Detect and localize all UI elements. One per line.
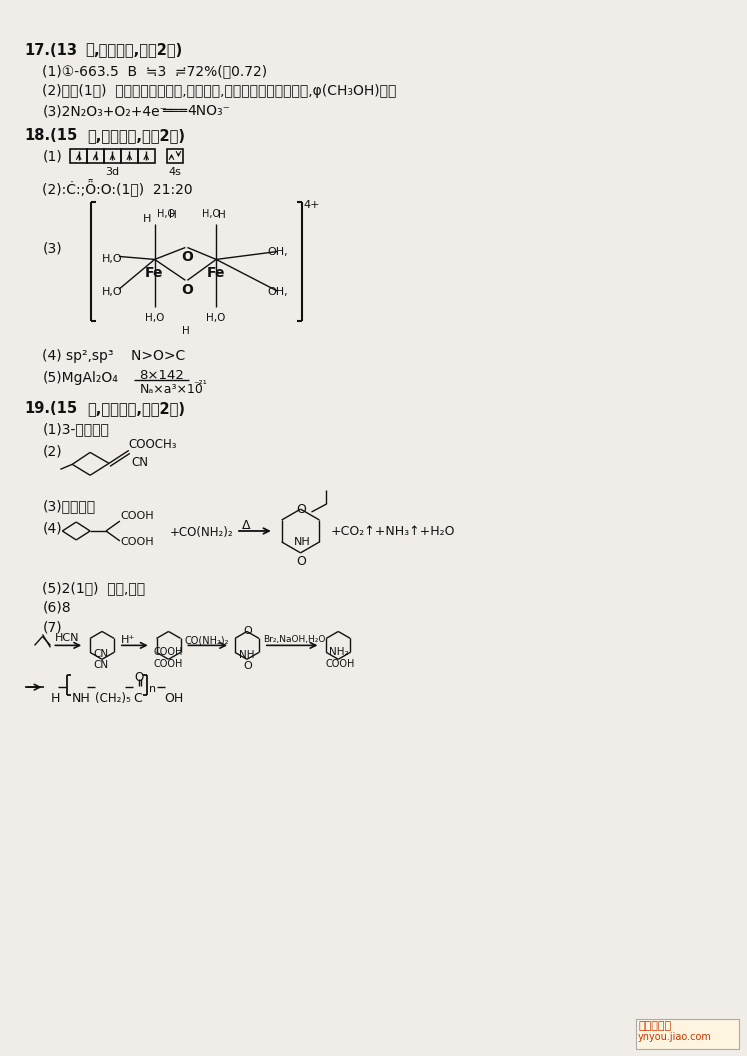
Text: 8×142: 8×142 bbox=[139, 369, 184, 382]
Text: (7): (7) bbox=[43, 621, 62, 635]
Text: Br₂,NaOH,H₂O: Br₂,NaOH,H₂O bbox=[263, 636, 325, 644]
Text: NH: NH bbox=[71, 692, 90, 705]
Text: (2): (2) bbox=[43, 445, 62, 458]
Text: (2)温度(1分)  该反应为放热反应,降低温度,平衡向正反应方向移动,φ(CH₃OH)增大: (2)温度(1分) 该反应为放热反应,降低温度,平衡向正反应方向移动,φ(CH₃… bbox=[43, 84, 397, 98]
Text: ,除注明外,每穲2分): ,除注明外,每穲2分) bbox=[93, 42, 182, 58]
Text: NH: NH bbox=[239, 650, 255, 660]
Text: O: O bbox=[134, 672, 144, 684]
Text: ═══: ═══ bbox=[163, 105, 187, 118]
Text: HCN: HCN bbox=[55, 634, 79, 643]
Text: COOH: COOH bbox=[326, 659, 355, 670]
Text: H⁺: H⁺ bbox=[121, 636, 135, 645]
Bar bbox=[121, 149, 137, 163]
Text: 亲子育儿网: 亲子育儿网 bbox=[638, 1021, 671, 1032]
Bar bbox=[87, 149, 104, 163]
Text: COOH: COOH bbox=[154, 647, 183, 658]
Text: 分: 分 bbox=[85, 42, 94, 58]
Text: CN: CN bbox=[131, 456, 149, 469]
Text: (3): (3) bbox=[43, 242, 62, 256]
Bar bbox=[167, 149, 184, 163]
Text: H,O: H,O bbox=[102, 287, 123, 298]
Text: H,O: H,O bbox=[102, 254, 123, 264]
Bar bbox=[104, 149, 121, 163]
Text: n: n bbox=[149, 684, 156, 694]
Text: OH,: OH, bbox=[267, 287, 288, 298]
Text: O: O bbox=[182, 283, 193, 298]
Text: (5)MgAl₂O₄: (5)MgAl₂O₄ bbox=[43, 371, 118, 384]
Text: +CO₂↑+NH₃↑+H₂O: +CO₂↑+NH₃↑+H₂O bbox=[330, 525, 455, 538]
Text: O: O bbox=[297, 554, 306, 568]
Text: H: H bbox=[169, 210, 176, 220]
Text: ynyou.jiao.com: ynyou.jiao.com bbox=[638, 1033, 712, 1042]
Text: (4) sp²,sp³    N>O>C: (4) sp²,sp³ N>O>C bbox=[43, 348, 186, 363]
Text: (3)加成反应: (3)加成反应 bbox=[43, 499, 96, 513]
Text: Δ: Δ bbox=[242, 520, 250, 532]
Text: O: O bbox=[243, 626, 252, 637]
Text: 4NO₃⁻: 4NO₃⁻ bbox=[187, 105, 230, 118]
Text: CO(NH₂)₂: CO(NH₂)₂ bbox=[185, 636, 229, 645]
Text: O: O bbox=[243, 661, 252, 672]
Bar bbox=[636, 1019, 740, 1050]
Text: OH,: OH, bbox=[267, 247, 288, 258]
Text: (CH₂)₅: (CH₂)₅ bbox=[95, 692, 131, 705]
Text: NH: NH bbox=[294, 536, 310, 547]
Text: Fe: Fe bbox=[206, 266, 225, 281]
Text: (5)2(1分)  氨基,罧基: (5)2(1分) 氨基,罧基 bbox=[43, 581, 146, 595]
Text: 18.(15: 18.(15 bbox=[25, 128, 78, 144]
Text: ⁻²¹: ⁻²¹ bbox=[193, 380, 207, 390]
Text: (3)2N₂O₃+O₂+4e⁻: (3)2N₂O₃+O₂+4e⁻ bbox=[43, 105, 167, 118]
Text: COOH: COOH bbox=[120, 536, 154, 547]
Text: 分,除注明外,每穲2分): 分,除注明外,每穲2分) bbox=[87, 128, 185, 144]
Text: H,O: H,O bbox=[202, 209, 220, 219]
Text: 19.(15: 19.(15 bbox=[25, 400, 78, 416]
Text: CN: CN bbox=[93, 649, 108, 659]
Text: 3d: 3d bbox=[105, 167, 120, 177]
Text: H: H bbox=[50, 692, 60, 705]
Text: Nₐ×a³×10: Nₐ×a³×10 bbox=[140, 382, 204, 396]
Text: O: O bbox=[297, 503, 306, 516]
Text: CN: CN bbox=[93, 660, 108, 671]
Text: H,O: H,O bbox=[145, 314, 164, 323]
Text: +CO(NH₂)₂: +CO(NH₂)₂ bbox=[170, 526, 233, 539]
Text: (4): (4) bbox=[43, 521, 62, 535]
Text: H,O: H,O bbox=[206, 314, 226, 323]
Text: (1)3-甲基丁醉: (1)3-甲基丁醉 bbox=[43, 422, 109, 436]
Text: 分,除注明外,每穲2分): 分,除注明外,每穲2分) bbox=[87, 400, 185, 416]
Text: 17.(13: 17.(13 bbox=[25, 42, 78, 58]
Text: OH: OH bbox=[164, 692, 184, 705]
Text: H: H bbox=[143, 213, 151, 224]
Text: H: H bbox=[218, 210, 226, 220]
Text: (2):Ċ:;Ȫ:O:(1分)  21:20: (2):Ċ:;Ȫ:O:(1分) 21:20 bbox=[43, 180, 193, 197]
Text: COOH: COOH bbox=[120, 511, 154, 521]
Text: Fe: Fe bbox=[145, 266, 163, 281]
Text: (6)8: (6)8 bbox=[43, 601, 71, 615]
Text: H,O: H,O bbox=[157, 209, 175, 219]
Bar bbox=[70, 149, 87, 163]
Text: NH₂: NH₂ bbox=[329, 647, 349, 658]
Text: (1): (1) bbox=[43, 150, 62, 164]
Text: 4+: 4+ bbox=[303, 200, 320, 210]
Text: COOH: COOH bbox=[154, 659, 183, 670]
Text: (1)①-663.5  B  ≒3  ≓72%(或0.72): (1)①-663.5 B ≒3 ≓72%(或0.72) bbox=[43, 64, 267, 78]
Text: 4s: 4s bbox=[169, 167, 182, 177]
Text: C: C bbox=[133, 692, 141, 705]
Text: H: H bbox=[182, 326, 190, 336]
Text: O: O bbox=[182, 250, 193, 264]
Bar bbox=[137, 149, 155, 163]
Text: COOCH₃: COOCH₃ bbox=[128, 438, 177, 452]
